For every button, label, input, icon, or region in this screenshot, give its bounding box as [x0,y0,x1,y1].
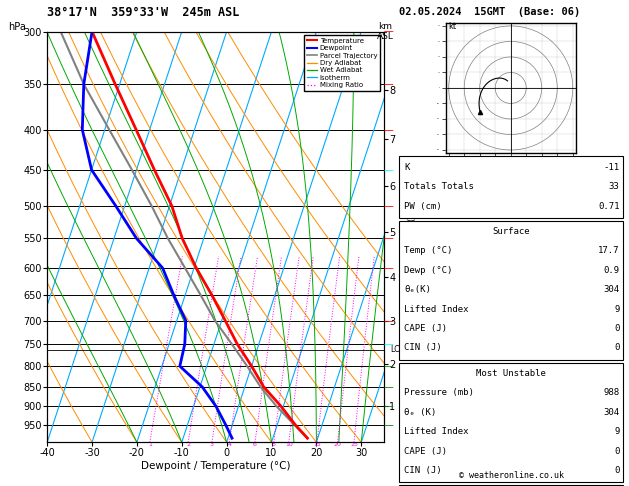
Text: θₑ(K): θₑ(K) [404,285,431,294]
Text: Pressure (mb): Pressure (mb) [404,388,474,397]
Text: 9: 9 [614,305,620,313]
Text: Lifted Index: Lifted Index [404,305,469,313]
Text: 3: 3 [210,442,214,447]
Text: 17.7: 17.7 [598,246,620,255]
Text: 02.05.2024  15GMT  (Base: 06): 02.05.2024 15GMT (Base: 06) [399,7,581,17]
Text: 0.9: 0.9 [603,266,620,275]
Text: 1: 1 [148,442,152,447]
Text: 15: 15 [313,442,321,447]
Text: 10: 10 [285,442,292,447]
Text: Most Unstable: Most Unstable [476,369,546,378]
Text: —: — [384,233,394,243]
Text: —: — [384,401,394,411]
Text: Lifted Index: Lifted Index [404,427,469,436]
Text: 304: 304 [603,408,620,417]
Text: 0: 0 [614,344,620,352]
Text: —: — [384,125,394,135]
Text: hPa: hPa [8,22,26,32]
Text: 0: 0 [614,466,620,475]
Text: —: — [384,361,394,371]
Text: 0.71: 0.71 [598,202,620,210]
Text: 0: 0 [614,447,620,455]
Text: Dewp (°C): Dewp (°C) [404,266,453,275]
Text: —: — [384,263,394,273]
Text: CAPE (J): CAPE (J) [404,324,447,333]
Text: -11: -11 [603,163,620,172]
Text: Totals Totals: Totals Totals [404,182,474,191]
X-axis label: Dewpoint / Temperature (°C): Dewpoint / Temperature (°C) [141,461,290,470]
Text: 38°17'N  359°33'W  245m ASL: 38°17'N 359°33'W 245m ASL [47,6,240,18]
Text: —: — [384,382,394,392]
Text: Surface: Surface [493,227,530,236]
Text: kt: kt [448,22,457,31]
Text: 0: 0 [614,324,620,333]
Text: 20: 20 [333,442,342,447]
Text: —: — [384,165,394,175]
Text: © weatheronline.co.uk: © weatheronline.co.uk [459,471,564,480]
Text: θₑ (K): θₑ (K) [404,408,437,417]
Text: —: — [384,201,394,211]
Text: 8: 8 [272,442,276,447]
Legend: Temperature, Dewpoint, Parcel Trajectory, Dry Adiabat, Wet Adiabat, Isotherm, Mi: Temperature, Dewpoint, Parcel Trajectory… [304,35,380,91]
Text: 9: 9 [614,427,620,436]
Text: —: — [384,27,394,36]
Text: 4: 4 [228,442,231,447]
Text: 6: 6 [253,442,257,447]
Text: 25: 25 [350,442,358,447]
Text: —: — [384,79,394,89]
Text: PW (cm): PW (cm) [404,202,442,210]
Text: CIN (J): CIN (J) [404,466,442,475]
Text: —: — [384,339,394,349]
Text: CAPE (J): CAPE (J) [404,447,447,455]
Text: 988: 988 [603,388,620,397]
Text: K: K [404,163,410,172]
Text: —: — [384,420,394,430]
Text: km
ASL: km ASL [377,22,393,40]
Text: —: — [384,315,394,326]
Text: LCL: LCL [391,345,404,354]
Text: 304: 304 [603,285,620,294]
Text: Temp (°C): Temp (°C) [404,246,453,255]
Text: CIN (J): CIN (J) [404,344,442,352]
Text: 2: 2 [186,442,190,447]
Text: Mixing Ratio (g/kg): Mixing Ratio (g/kg) [408,194,417,280]
Text: 33: 33 [609,182,620,191]
